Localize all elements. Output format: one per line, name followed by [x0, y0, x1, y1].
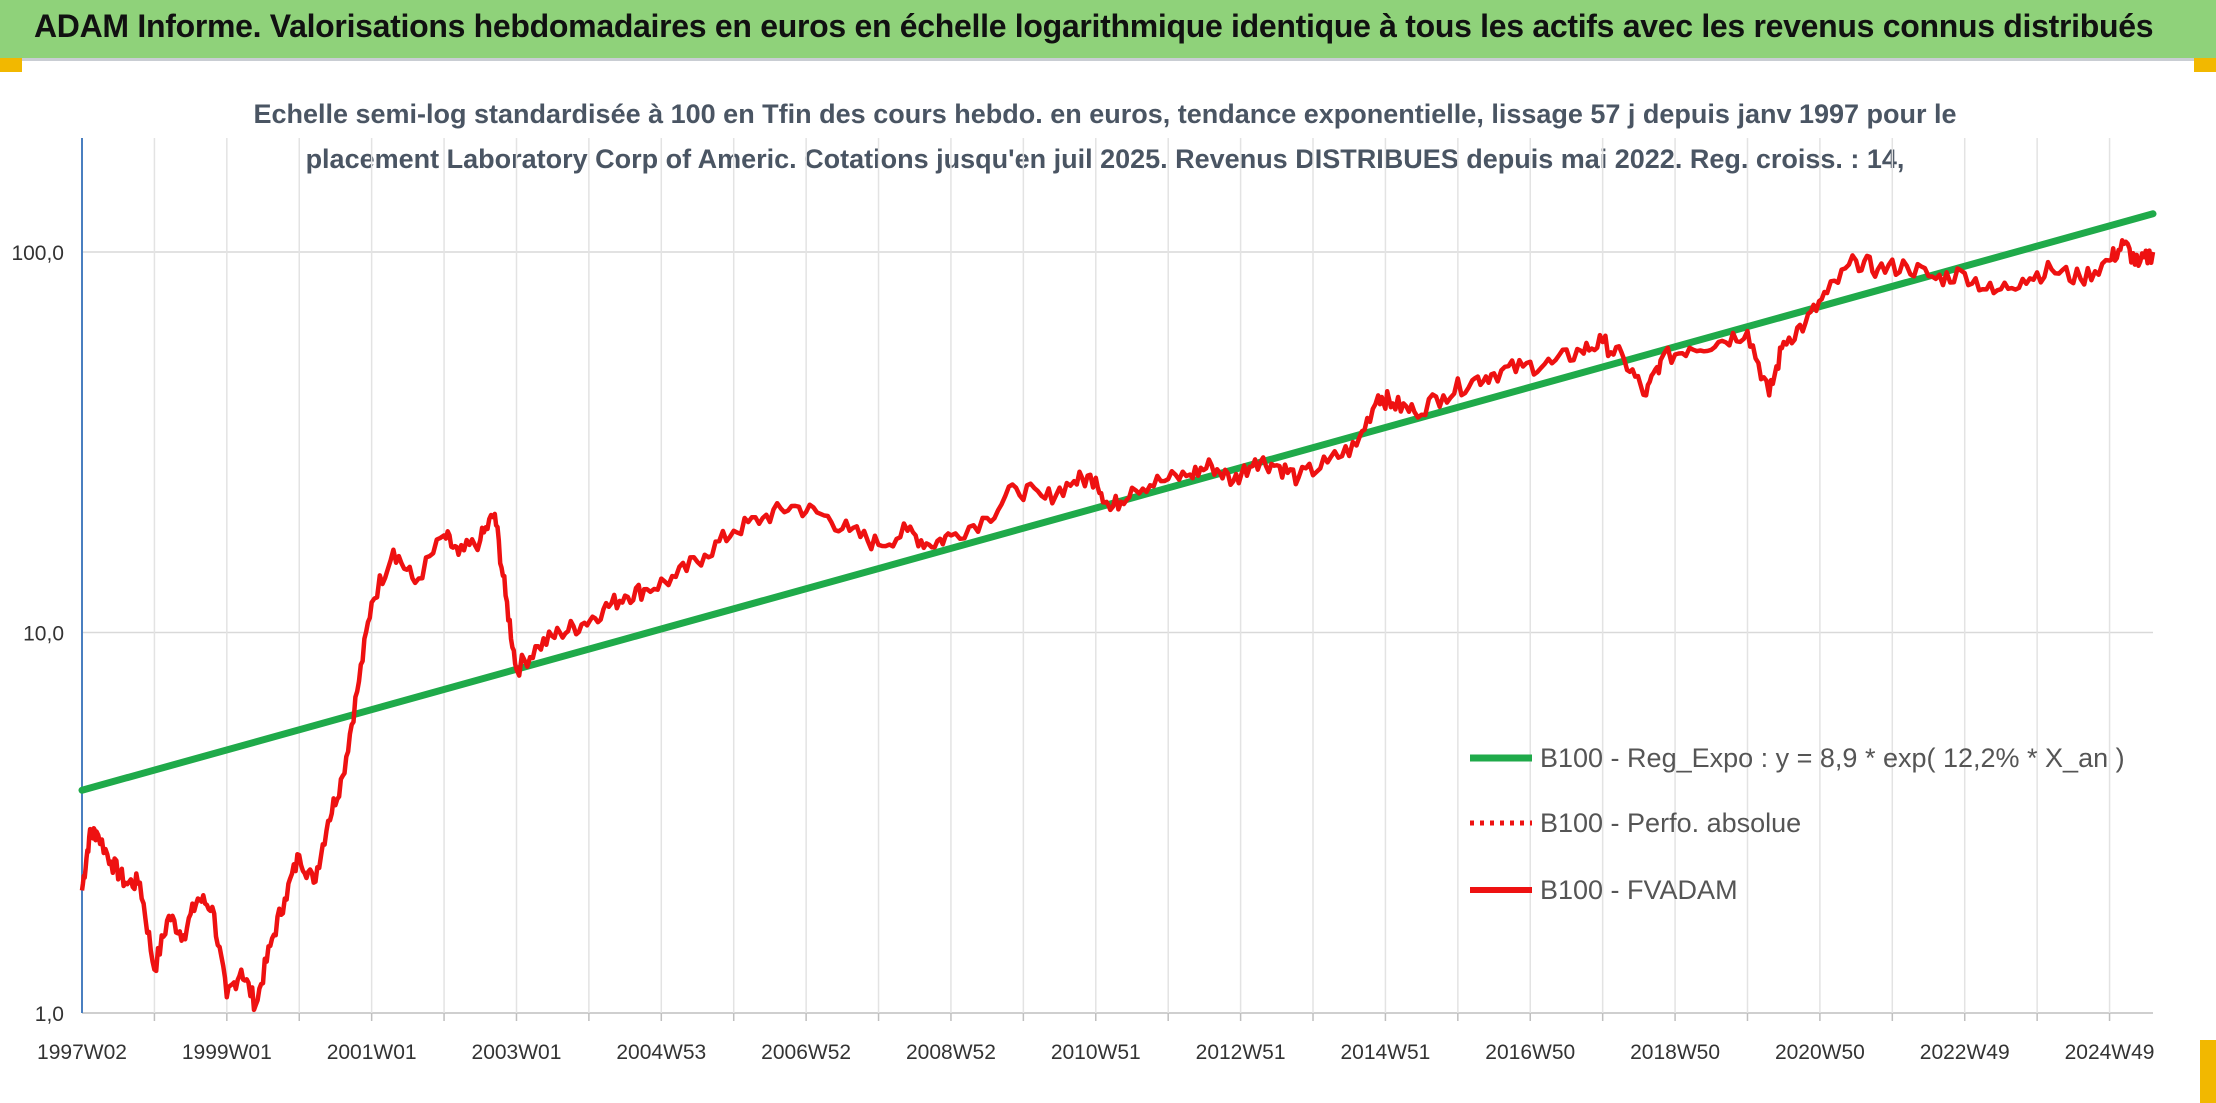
x-tick-label: 1999W01 [182, 1041, 272, 1064]
x-tick-label: 2024W49 [2065, 1041, 2155, 1064]
chart-subtitle-line-1: Echelle semi-log standardisée à 100 en T… [253, 99, 1956, 129]
x-tick-labels: 1997W02 1999W01 2001W01 2003W01 2004W53 2006W… [37, 1041, 2154, 1064]
x-tick-label: 2004W53 [616, 1041, 706, 1064]
x-tick-label: 2016W50 [1485, 1041, 1575, 1064]
y-tick-label: 10,0 [23, 623, 64, 646]
x-tick-label: 2006W52 [761, 1041, 851, 1064]
x-tick-label: 2008W52 [906, 1041, 996, 1064]
grid [82, 138, 2153, 1021]
x-tick-label: 2003W01 [472, 1041, 562, 1064]
legend-item-reg-expo-label: B100 - Reg_Expo : y = 8,9 * exp( 12,2% *… [1540, 743, 2125, 773]
x-tick-label: 1997W02 [37, 1041, 127, 1064]
y-tick-label: 1,0 [35, 1003, 64, 1026]
corner-mark-left [0, 58, 22, 72]
legend: B100 - Reg_Expo : y = 8,9 * exp( 12,2% *… [1470, 743, 2125, 905]
x-tick-label: 2012W51 [1196, 1041, 1286, 1064]
x-tick-label: 2014W51 [1340, 1041, 1430, 1064]
fvadam-line [79, 238, 2156, 1013]
corner-mark-bottom-right [2200, 1040, 2216, 1103]
legend-item-fvadam-label: B100 - FVADAM [1540, 875, 1738, 905]
y-tick-label: 100,0 [11, 242, 64, 265]
chart-subtitle-line-2: placement Laboratory Corp of Americ. Cot… [306, 144, 1905, 174]
x-tick-label: 2018W50 [1630, 1041, 1720, 1064]
title-banner: ADAM Informe. Valorisations hebdomadaire… [0, 0, 2216, 61]
legend-item-perfo-label: B100 - Perfo. absolue [1540, 808, 1801, 838]
x-tick-label: 2001W01 [327, 1041, 417, 1064]
x-tick-label: 2010W51 [1051, 1041, 1141, 1064]
y-tick-labels: 1,0 10,0 100,0 [11, 242, 64, 1026]
x-tick-label: 2022W49 [1920, 1041, 2010, 1064]
corner-mark-right [2194, 58, 2216, 72]
report-title: ADAM Informe. Valorisations hebdomadaire… [34, 8, 2154, 44]
series [78, 210, 2157, 1013]
x-tick-label: 2020W50 [1775, 1041, 1865, 1064]
